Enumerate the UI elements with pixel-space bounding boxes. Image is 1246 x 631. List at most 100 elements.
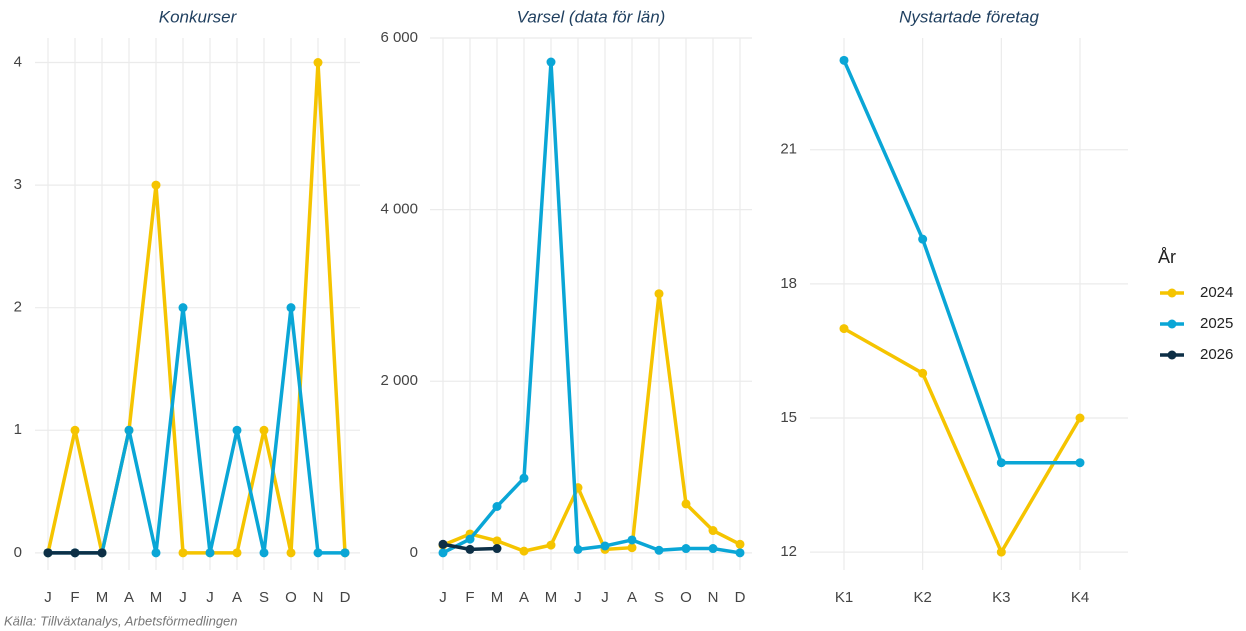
x-tick-label: S [654, 589, 664, 606]
x-tick-label: M [150, 589, 163, 606]
x-tick-label: M [491, 589, 504, 606]
x-tick-label: J [574, 589, 582, 606]
point [627, 535, 637, 545]
x-tick-label: S [259, 589, 269, 606]
panel-title: Varsel (data för län) [517, 7, 666, 26]
x-tick-label: J [44, 589, 52, 606]
series-line [46, 60, 347, 555]
x-tick-label: J [439, 589, 447, 606]
point [735, 548, 745, 558]
point [546, 57, 556, 67]
y-tick-label: 3 [14, 176, 22, 193]
series-line [442, 291, 741, 553]
x-tick-label: K4 [1071, 589, 1089, 606]
y-tick-label: 2 [14, 299, 22, 316]
x-tick-label: D [340, 589, 351, 606]
y-tick-label: 21 [780, 141, 797, 158]
point [438, 548, 448, 558]
point [97, 548, 107, 558]
legend-label: 2024 [1200, 284, 1233, 301]
series-line [843, 327, 1082, 554]
x-tick-label: K1 [835, 589, 853, 606]
point [151, 548, 161, 558]
x-tick-label: J [601, 589, 609, 606]
point [70, 548, 80, 558]
legend-label: 2026 [1200, 346, 1233, 363]
point [918, 234, 928, 244]
y-tick-label: 6 000 [380, 29, 418, 46]
x-tick-label: D [735, 589, 746, 606]
x-tick-label: A [232, 589, 242, 606]
point [232, 425, 242, 435]
legend-label: 2025 [1200, 315, 1233, 332]
point [70, 425, 80, 435]
x-tick-label: A [124, 589, 134, 606]
point [178, 303, 188, 313]
point [1075, 413, 1085, 423]
panel-title: Nystartade företag [899, 7, 1039, 26]
legend-dot [1167, 288, 1177, 298]
point [519, 546, 529, 556]
x-tick-label: A [627, 589, 637, 606]
x-tick-label: N [313, 589, 324, 606]
point [492, 544, 502, 554]
point [313, 58, 323, 68]
x-tick-label: A [519, 589, 529, 606]
point [627, 543, 637, 553]
x-tick-label: O [285, 589, 297, 606]
point [918, 368, 928, 378]
y-tick-label: 2 000 [380, 372, 418, 389]
point [151, 180, 161, 190]
point [519, 473, 529, 483]
y-tick-label: 1 [14, 421, 22, 438]
legend-title: År [1158, 247, 1176, 267]
point [546, 540, 556, 550]
point [313, 548, 323, 558]
point [286, 303, 296, 313]
legend-dot [1167, 350, 1177, 360]
x-tick-label: M [545, 589, 558, 606]
point [681, 544, 691, 554]
point [259, 425, 269, 435]
x-tick-label: O [680, 589, 692, 606]
point [1075, 458, 1085, 468]
y-tick-label: 0 [14, 544, 22, 561]
point [205, 548, 215, 558]
y-tick-label: 4 000 [380, 201, 418, 218]
y-tick-label: 18 [780, 275, 797, 292]
point [839, 55, 849, 65]
point [735, 539, 745, 549]
point [996, 458, 1006, 468]
y-tick-label: 12 [780, 543, 797, 560]
point [600, 541, 610, 551]
panel-title: Konkurser [159, 7, 238, 26]
point [465, 544, 475, 554]
point [681, 499, 691, 509]
x-tick-label: M [96, 589, 109, 606]
legend-dot [1167, 319, 1177, 329]
source: Källa: Tillväxtanalys, Arbetsförmedlinge… [4, 613, 238, 628]
y-tick-label: 15 [780, 409, 797, 426]
point [708, 526, 718, 536]
x-tick-label: J [206, 589, 214, 606]
point [286, 548, 296, 558]
series-line [842, 59, 1080, 465]
point [43, 548, 53, 558]
x-tick-label: F [465, 589, 474, 606]
point [996, 547, 1006, 557]
series-line [442, 60, 741, 555]
point [708, 544, 718, 554]
point [573, 544, 583, 554]
point [465, 534, 475, 544]
point [438, 539, 448, 549]
point [178, 548, 188, 558]
point [340, 548, 350, 558]
point [654, 289, 664, 299]
point [259, 548, 269, 558]
point [492, 502, 502, 512]
point [654, 545, 664, 555]
point [839, 324, 849, 334]
x-tick-label: F [70, 589, 79, 606]
y-tick-label: 0 [410, 544, 418, 561]
